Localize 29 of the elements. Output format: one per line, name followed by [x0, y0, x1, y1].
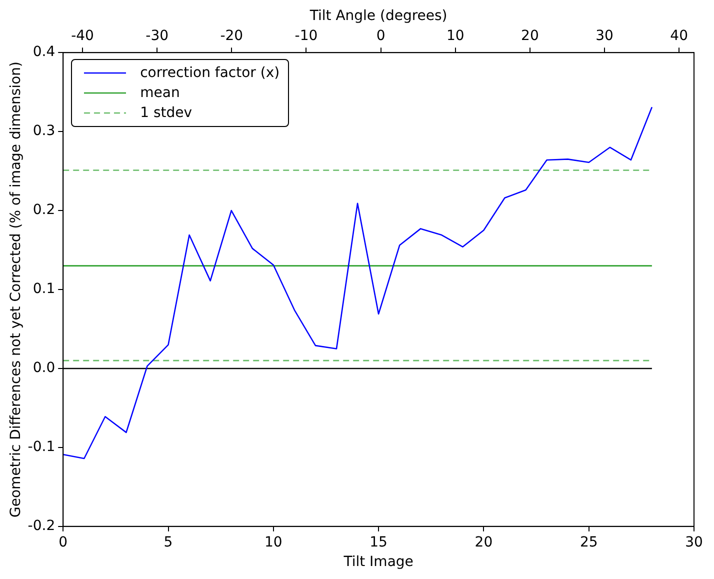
x-tick-label: 0: [58, 534, 68, 550]
x-tick-label: 30: [685, 534, 703, 550]
x-tick-label: 20: [474, 534, 493, 550]
x2-axis-title: Tilt Angle (degrees): [308, 8, 448, 24]
legend-label: correction factor (x): [140, 64, 280, 81]
y-tick-label: 0.1: [32, 281, 56, 298]
x2-tick-label: -20: [220, 28, 244, 44]
x-axis-title: Tilt Image: [342, 554, 414, 570]
y-tick-label: 0.0: [32, 360, 56, 376]
legend-label: mean: [140, 84, 180, 101]
x-tick-label: 25: [580, 534, 598, 550]
x2-tick-label: 0: [376, 28, 386, 44]
y-tick-label: 0.4: [32, 44, 56, 60]
y-tick-label: -0.1: [28, 439, 56, 456]
x-tick-label: 15: [370, 534, 388, 550]
y-tick-label: 0.2: [32, 202, 56, 218]
y-tick-label: -0.2: [28, 518, 56, 534]
x-tick-label: 10: [264, 534, 282, 550]
x-tick-label: 5: [164, 534, 173, 550]
x2-tick-label: 40: [670, 28, 688, 44]
x2-tick-label: 20: [521, 28, 539, 44]
y-axis-title: Geometric Differences not yet Corrected (% of image dimension): [8, 62, 24, 518]
x2-tick-label: -40: [71, 28, 94, 44]
x2-tick-label: 30: [596, 28, 614, 44]
x2-tick-label: 10: [446, 28, 464, 44]
legend-label: 1 stdev: [140, 104, 192, 121]
x2-tick-label: -10: [294, 28, 318, 44]
y-tick-label: 0.3: [32, 123, 56, 140]
x2-tick-label: -30: [146, 28, 169, 44]
